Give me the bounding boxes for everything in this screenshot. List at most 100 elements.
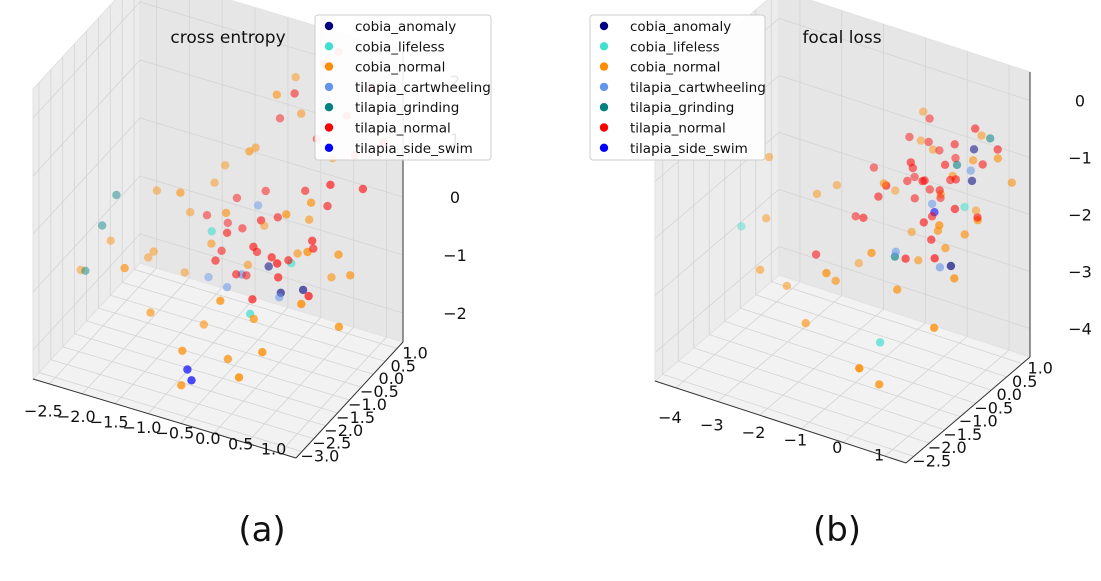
legend-label: tilapia_side_swim [355, 141, 473, 157]
y-gridline [74, 333, 338, 414]
data-point-cobia-normal [822, 268, 831, 278]
data-point-cobia-normal [346, 271, 355, 280]
data-point-cobia-normal [272, 90, 281, 99]
data-point-tilapia-normal [267, 253, 276, 262]
data-point-cobia-normal [867, 248, 876, 258]
y-gridline [724, 320, 976, 404]
y-tick-label: −1.0 [348, 395, 387, 414]
y-gridline [662, 373, 914, 457]
legend: cobia_anomaly cobia_lifeless cobia_normalt… [589, 14, 766, 161]
data-point-cobia-normal [251, 143, 260, 152]
data-point-tilapia-normal [950, 204, 960, 214]
data-point-tilapia-normal [358, 184, 368, 194]
x-gridline [717, 295, 843, 402]
data-point-tilapia-normal [308, 236, 317, 245]
chart-title: cross entropy [170, 28, 285, 48]
data-point-cobia-normal [977, 131, 986, 140]
data-point-cobia-normal [186, 208, 195, 217]
x-tick-label: −3 [700, 415, 724, 434]
legend-marker-tilapia-grinding [599, 103, 609, 112]
x-tick-label: −0.5 [156, 423, 195, 442]
data-point-tilapia-normal [261, 186, 270, 196]
legend-label: cobia_normal [355, 60, 445, 76]
chart-title: focal loss [802, 28, 881, 48]
data-point-tilapia-normal [232, 270, 241, 279]
y-gridline [133, 269, 398, 349]
data-point-cobia-normal [755, 265, 765, 274]
data-point-cobia-normal [971, 206, 981, 215]
data-point-tilapia-normal [217, 246, 226, 255]
data-point-cobia-lifeless [207, 227, 216, 236]
data-point-tilapia-normal [951, 153, 960, 163]
data-point-tilapia-normal [935, 146, 944, 155]
legend-label: cobia_lifeless [630, 39, 720, 55]
data-point-tilapia-cartwheeling [275, 293, 284, 302]
legend-label: tilapia_normal [355, 121, 451, 137]
x-gridline [759, 308, 884, 416]
z-tick-label: −1 [1068, 149, 1092, 168]
x-tick-label: 0.5 [228, 434, 253, 453]
data-point-tilapia-grinding [98, 221, 107, 230]
x-tick-label: 1 [874, 445, 884, 464]
data-point-cobia-normal [199, 320, 208, 329]
data-point-cobia-normal [334, 322, 344, 331]
data-point-cobia-normal [893, 285, 902, 294]
data-point-cobia-normal [919, 107, 928, 116]
data-point-cobia-normal [306, 198, 316, 207]
data-point-cobia-normal [216, 296, 225, 305]
data-point-tilapia-normal [927, 212, 937, 221]
x-gridline [842, 336, 968, 443]
data-point-cobia-normal [907, 227, 916, 237]
chart-b: −4 −3 −2 −1 0 1 −2.5−2.0−1.5−1.0−0.50.00.51.0 −… [589, 0, 1092, 470]
data-point-cobia-normal [291, 73, 300, 82]
data-point-tilapia-normal [874, 192, 883, 201]
y-axis-line [905, 356, 1031, 464]
data-point-cobia-anomaly [969, 145, 979, 154]
data-point-tilapia-normal [908, 163, 917, 173]
data-point-tilapia-normal [973, 213, 982, 222]
z-tick-label: −2 [443, 304, 467, 323]
data-point-tilapia-normal [927, 235, 936, 244]
y-tick-label: −2.5 [912, 451, 951, 470]
data-point-tilapia-normal [326, 180, 335, 189]
data-point-cobia-normal [149, 247, 158, 256]
data-point-cobia-normal [297, 109, 306, 118]
z-tick-label: −1 [443, 246, 467, 265]
caption-a: (a) [238, 510, 286, 550]
legend-marker-cobia-normal [599, 62, 609, 71]
data-point-cobia-normal [801, 319, 810, 328]
legend-marker-cobia-lifeless [599, 42, 609, 51]
z-gridline [32, 233, 404, 351]
data-point-cobia-anomaly [298, 285, 308, 295]
legend-marker-tilapia-normal [324, 123, 334, 132]
y-gridline [86, 320, 350, 401]
z-tick-label: −2 [1068, 206, 1092, 225]
y-gridline [98, 307, 362, 388]
data-point-cobia-normal [875, 380, 884, 389]
data-point-cobia-normal [950, 274, 959, 283]
data-point-tilapia-normal [256, 216, 266, 225]
z-tick-label: −4 [1068, 320, 1092, 339]
data-point-tilapia-cartwheeling [927, 199, 937, 209]
legend-marker-tilapia-normal [599, 123, 609, 132]
data-point-tilapia-normal [290, 89, 299, 98]
data-point-tilapia-grinding [986, 134, 995, 143]
data-point-tilapia-normal [935, 186, 944, 195]
data-point-cobia-normal [178, 346, 187, 355]
data-point-cobia-normal [928, 145, 938, 154]
legend-marker-cobia-lifeless [324, 42, 334, 51]
y-gridline [771, 281, 1023, 365]
legend-marker-tilapia-side-swim [324, 143, 334, 152]
y-tick-label: 0.5 [390, 356, 415, 375]
data-point-cobia-normal [297, 299, 306, 309]
data-point-tilapia-grinding [112, 190, 121, 200]
data-point-tilapia-normal [920, 176, 929, 185]
z-gridline [32, 117, 404, 235]
data-point-tilapia-normal [274, 273, 283, 282]
data-point-cobia-normal [144, 253, 153, 262]
data-point-tilapia-normal [273, 213, 282, 222]
data-point-cobia-normal [260, 221, 269, 230]
legend-marker-cobia-anomaly [599, 21, 609, 31]
y-tick-label: −1.0 [959, 412, 998, 431]
